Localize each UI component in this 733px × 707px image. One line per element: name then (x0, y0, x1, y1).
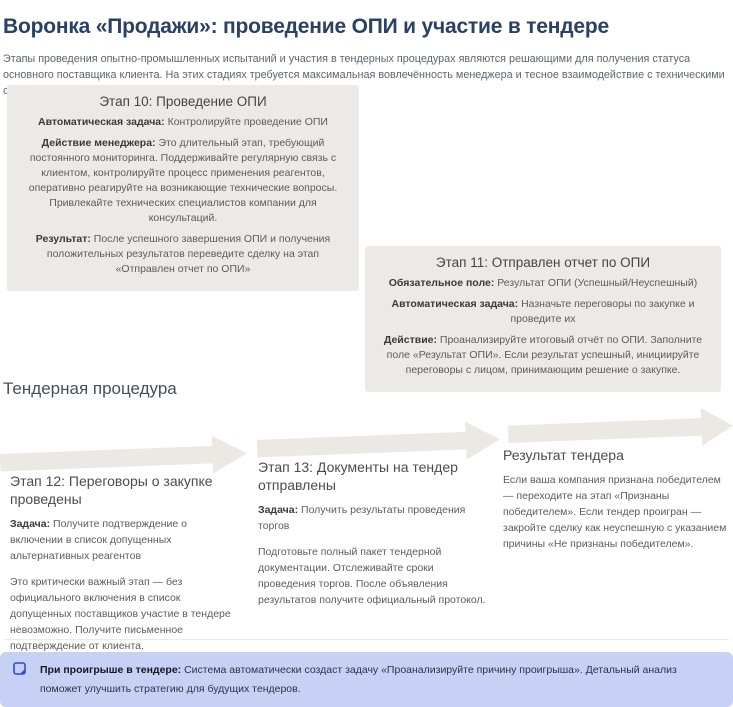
stage-11-card: Этап 11: Отправлен отчет по ОПИ Обязател… (365, 246, 721, 392)
tender-column-stage-12: Этап 12: Переговоры о закупке проведены … (10, 472, 242, 664)
para-label: Действие: (383, 334, 437, 346)
para-text: Получить результаты проведения торгов (258, 504, 466, 532)
para-text: После успешного завершения ОПИ и получен… (46, 233, 331, 275)
para-label: Действие менеджера: (41, 137, 156, 149)
para-text: Результат ОПИ (Успешный/Неуспешный) (497, 277, 698, 289)
tender-section-heading: Тендерная процедура (3, 379, 177, 398)
tender-result-body: Если ваша компания признана победителем … (503, 474, 727, 550)
para-label: Задача: (258, 504, 299, 516)
page-title: Воронка «Продажи»: проведение ОПИ и учас… (3, 15, 609, 39)
stage-10-manager-action: Действие менеджера: Это длительный этап,… (25, 136, 341, 226)
stage-10-auto-task: Автоматическая задача: Контролируйте про… (25, 115, 341, 130)
para-text: Назначьте переговоры по закупке и провед… (510, 298, 695, 325)
para-label: Автоматическая задача: (38, 116, 165, 128)
stage-12-task: Задача: Получите подтверждение о включен… (10, 516, 242, 564)
para-text: Проанализируйте итоговый отчёт по ОПИ. З… (386, 334, 703, 376)
stage-12-body: Это критически важный этап — без официал… (10, 576, 231, 652)
stage-13-title: Этап 13: Документы на тендер отправлены (258, 459, 458, 493)
tender-column-result: Результат тендера Если ваша компания при… (503, 446, 733, 562)
para-label: Автоматическая задача: (391, 298, 519, 310)
para-text: Контролируйте проведение ОПИ (167, 116, 328, 128)
stage-10-result: Результат: После успешного завершения ОП… (25, 232, 341, 277)
stage-11-auto-task: Автоматическая задача: Назначьте перегов… (383, 297, 703, 327)
stage-11-action: Действие: Проанализируйте итоговый отчёт… (383, 333, 703, 378)
callout-label: При проигрыше в тендере: (40, 664, 182, 676)
stage-10-card: Этап 10: Проведение ОПИ Автоматическая з… (7, 85, 359, 291)
stage-11-required-field: Обязательное поле: Результат ОПИ (Успешн… (383, 276, 703, 291)
info-callout: При проигрыше в тендере: Система автомат… (0, 652, 733, 707)
callout-text: Система автоматически создаст задачу «Пр… (40, 664, 677, 695)
tender-result-title: Результат тендера (503, 447, 624, 463)
para-label: Задача: (10, 518, 51, 530)
section-divider (4, 639, 729, 640)
para-label: Результат: (35, 233, 91, 245)
para-text: Это длительный этап, требующий постоянно… (28, 137, 338, 224)
note-icon (13, 662, 26, 675)
para-label: Обязательное поле: (388, 277, 495, 289)
stage-13-body: Подготовьте полный пакет тендерной докум… (258, 546, 486, 606)
para-text: Получите подтверждение о включении в спи… (10, 518, 187, 562)
tender-column-stage-13: Этап 13: Документы на тендер отправлены … (258, 458, 486, 618)
stage-13-task: Задача: Получить результаты проведения т… (258, 502, 486, 534)
stage-12-title: Этап 12: Переговоры о закупке проведены (10, 473, 213, 507)
stage-11-title: Этап 11: Отправлен отчет по ОПИ (435, 255, 651, 270)
stage-10-title: Этап 10: Проведение ОПИ (99, 94, 267, 109)
